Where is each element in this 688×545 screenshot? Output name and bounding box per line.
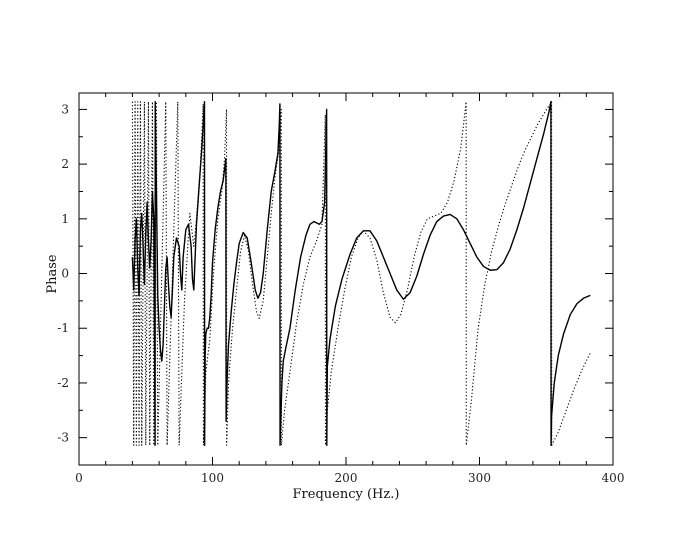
plot-frame — [78, 92, 614, 466]
y-tick-label: 3 — [61, 102, 69, 116]
x-tick-label: 200 — [335, 471, 358, 485]
y-tick-label: 1 — [61, 212, 69, 226]
x-axis-title: Frequency (Hz.) — [293, 487, 400, 502]
x-tick-label: 100 — [201, 471, 224, 485]
y-tick-label: -2 — [57, 376, 69, 390]
y-tick-label: -1 — [57, 321, 69, 335]
series-layer — [131, 101, 591, 447]
x-tick-label: 300 — [468, 471, 491, 485]
tick-labels: 0 100 200 300 400 -3 -2 -1 0 1 2 3 — [57, 102, 624, 485]
x-tick-label: 400 — [602, 471, 625, 485]
y-axis-title: Phase — [45, 254, 60, 294]
y-tick-label: -3 — [57, 431, 69, 445]
series-solid-line — [131, 101, 591, 447]
x-tick-label: 0 — [75, 471, 83, 485]
y-tick-label: 0 — [61, 267, 69, 281]
axis-ticks — [78, 93, 614, 465]
y-tick-label: 2 — [61, 157, 69, 171]
